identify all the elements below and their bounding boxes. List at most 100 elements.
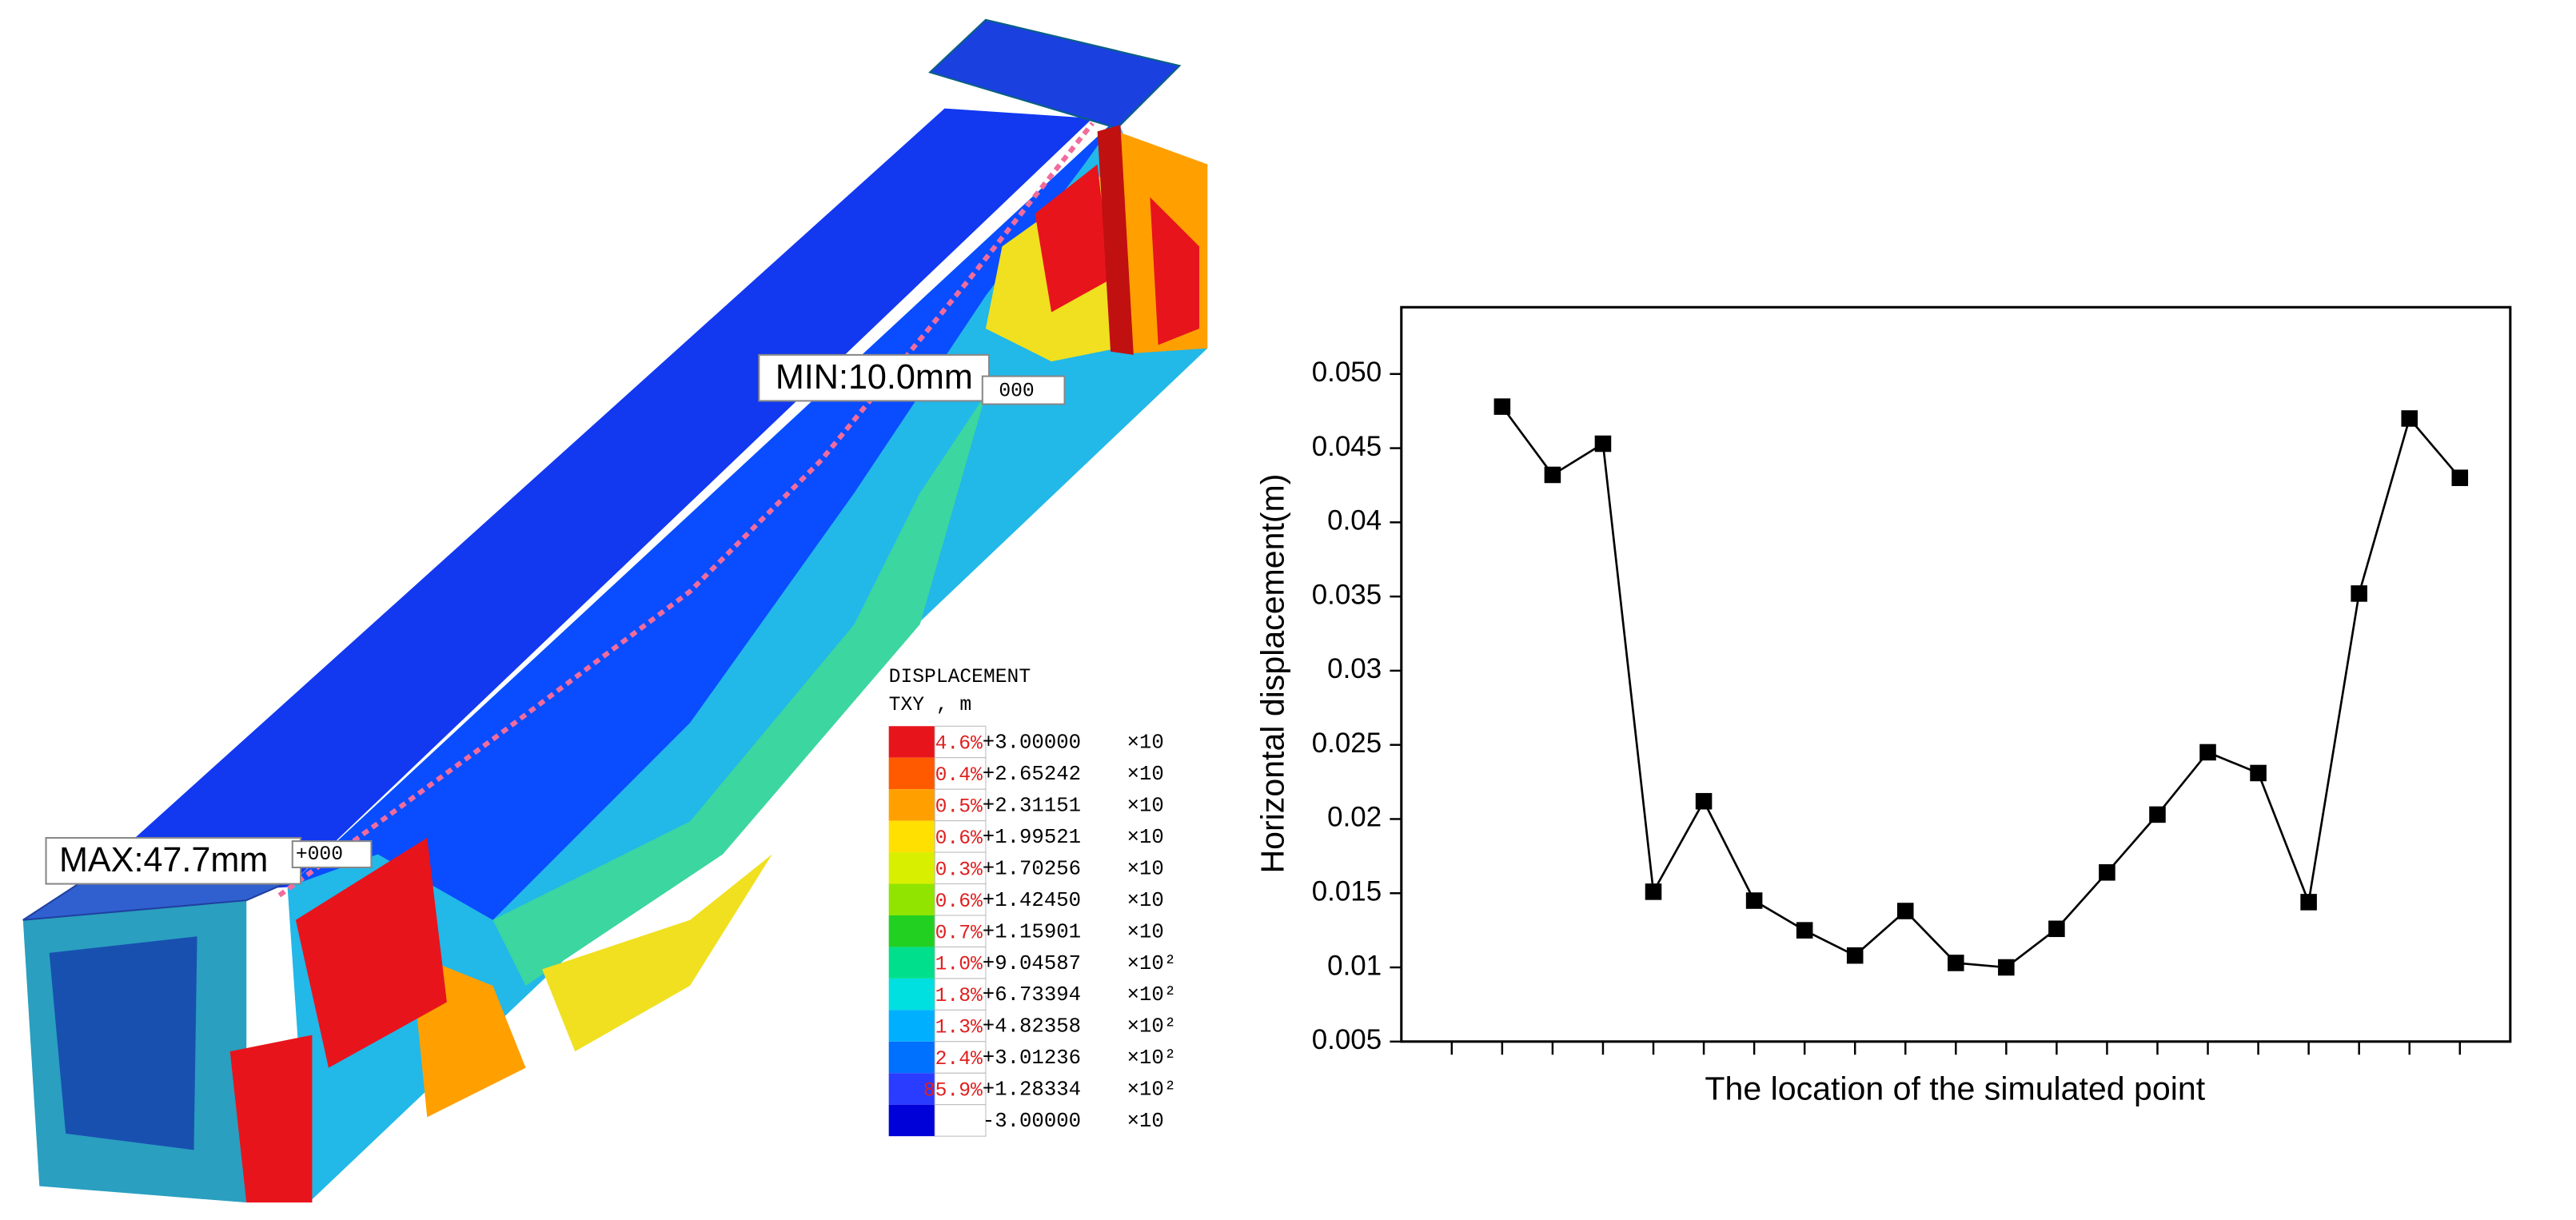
- beam-side-zone: [287, 118, 1118, 920]
- end-block-inner: [49, 936, 197, 1150]
- y-tick-label: 0.050: [1312, 357, 1382, 388]
- legend-pct-box: [934, 851, 987, 885]
- legend-percentage: 0.6%: [935, 891, 983, 913]
- label-box: [758, 353, 991, 402]
- legend-level: +1.70256: [983, 857, 1081, 880]
- legend: DISPLACEMENT TXY , m 4.6% 0.4% 0.5% 0.6% 0.3…: [888, 666, 1177, 1137]
- data-point: [1948, 955, 1964, 971]
- legend-swatch: [888, 978, 935, 1011]
- y-axis-title: Horizontal displacement(m): [1254, 474, 1290, 874]
- legend-level: -3.00000: [983, 1110, 1081, 1133]
- legend-percentage: 0.3%: [935, 859, 983, 881]
- legend-swatch: [888, 915, 935, 947]
- legend-level: +1.28334: [983, 1078, 1081, 1102]
- legend-level: +3.01236: [983, 1047, 1081, 1070]
- data-point: [1645, 883, 1662, 900]
- legend-level: +2.31151: [983, 795, 1081, 818]
- y-tick-label: 0.035: [1312, 579, 1382, 610]
- beam-side-zone: [295, 838, 447, 1068]
- min-label: MIN:10.0mm: [776, 358, 973, 397]
- legend-swatch: [888, 947, 935, 979]
- beam-side-zone: [492, 394, 986, 986]
- legend-percentage: 4.6%: [935, 733, 983, 756]
- legend-swatch: [888, 1104, 935, 1137]
- legend-level: +4.82358: [983, 1015, 1081, 1039]
- data-point: [1493, 398, 1511, 415]
- legend-exponent: ×10²: [1127, 983, 1177, 1007]
- y-tick-label: 0.02: [1327, 802, 1382, 833]
- data-point: [1846, 947, 1864, 964]
- legend-pct-box: [934, 725, 987, 759]
- legend-pct-box: [934, 883, 987, 916]
- legend-level: +1.99521: [983, 826, 1081, 849]
- legend-level: +9.04587: [983, 952, 1081, 975]
- legend-level: +3.00000: [983, 732, 1081, 755]
- legend-swatch: [888, 820, 935, 853]
- legend-pct-box: [934, 946, 987, 979]
- data-point: [2351, 585, 2367, 602]
- data-point: [2250, 764, 2267, 782]
- y-tick-label: 0.015: [1312, 875, 1382, 907]
- end-block-red: [229, 1035, 313, 1203]
- beam-side-zone: [1150, 197, 1200, 345]
- end-block-top: [928, 18, 1182, 130]
- legend-exponent: ×10: [1127, 857, 1164, 880]
- data-point: [2099, 863, 2115, 881]
- data-point: [1998, 959, 2015, 976]
- legend-percentage: 0.5%: [935, 795, 983, 818]
- legend-pct-box: [934, 820, 987, 853]
- legend-swatch: [888, 852, 935, 884]
- legend-swatch: [888, 883, 935, 915]
- legend-percentage: 0.7%: [935, 922, 983, 944]
- legend-level: +6.73394: [983, 983, 1081, 1007]
- legend-swatch: [888, 757, 935, 790]
- beam-side-zone: [1035, 164, 1111, 313]
- y-tick-label: 0.025: [1312, 728, 1382, 759]
- data-point: [1594, 435, 1612, 453]
- beam-side-zone: [542, 854, 772, 1052]
- legend-swatch: [888, 1041, 935, 1074]
- legend-pct-box: [934, 978, 987, 1011]
- min-suffix: 000: [999, 381, 1034, 403]
- legend-exponent: ×10²: [1127, 952, 1177, 975]
- legend-exponent: ×10: [1127, 795, 1164, 818]
- data-line: [1501, 405, 2461, 969]
- data-point: [2300, 894, 2317, 911]
- y-tick-label: 0.01: [1327, 950, 1382, 981]
- legend-percentage: 1.3%: [935, 1017, 983, 1039]
- legend-swatch: [888, 726, 935, 758]
- data-point: [2149, 806, 2166, 823]
- data-point: [1695, 792, 1713, 810]
- legend-exponent: ×10: [1127, 1110, 1164, 1133]
- legend-level: +2.65242: [983, 763, 1081, 786]
- legend-percentage: 0.4%: [935, 764, 983, 787]
- legend-exponent: ×10: [1127, 763, 1164, 786]
- legend-percentage: 0.6%: [935, 827, 983, 850]
- legend-percentage: 1.8%: [935, 985, 983, 1007]
- plot-frame: [1400, 305, 2512, 1043]
- data-point: [2451, 469, 2469, 486]
- beam-top: [66, 108, 1093, 901]
- legend-percentage: 85.9%: [923, 1080, 983, 1102]
- data-point: [1896, 903, 1914, 919]
- legend-exponent: ×10²: [1127, 1078, 1177, 1102]
- legend-swatch: [888, 1073, 935, 1105]
- label-box: [981, 375, 1066, 405]
- legend-pct-box: [934, 757, 987, 790]
- max-label: MAX:47.7mm: [59, 841, 268, 879]
- legend-pct-box: [934, 915, 987, 947]
- legend-percentage: 1.0%: [935, 954, 983, 976]
- legend-pct-box: [934, 1041, 987, 1074]
- y-tick-label: 0.005: [1312, 1024, 1382, 1055]
- legend-swatch: [888, 789, 935, 821]
- end-block-face: [1097, 125, 1134, 355]
- data-point: [2199, 744, 2216, 761]
- legend-exponent: ×10: [1127, 920, 1164, 943]
- fem-model: MIN:10.0mm 000 MAX:47.7mm +000: [22, 18, 1208, 1203]
- legend-pct-box: [934, 1104, 987, 1137]
- ridge-line: [277, 122, 1095, 898]
- legend-title: DISPLACEMENT: [889, 666, 1031, 688]
- legend-exponent: ×10²: [1127, 1047, 1177, 1070]
- legend-level: +1.42450: [983, 889, 1081, 912]
